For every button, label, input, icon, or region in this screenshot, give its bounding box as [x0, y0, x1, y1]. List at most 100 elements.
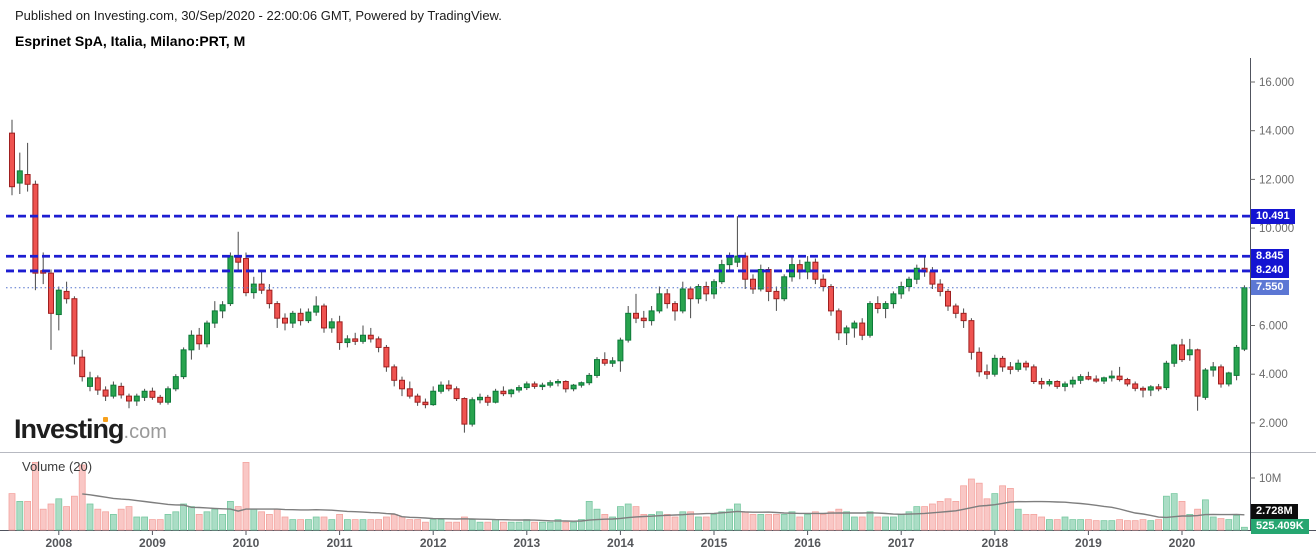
candle-down — [820, 278, 827, 288]
candle-up — [1069, 379, 1076, 385]
candle-down — [383, 346, 390, 368]
candle-down — [414, 395, 421, 403]
volume-bar — [133, 516, 141, 531]
price-axis-tick-label: 2.000 — [1259, 418, 1288, 430]
candle-up — [547, 382, 554, 386]
volume-bar — [304, 519, 312, 531]
volume-bar — [195, 514, 203, 531]
volume-bar — [273, 508, 281, 531]
candle-down — [406, 388, 413, 397]
volume-bar — [1100, 520, 1108, 531]
candle-up — [1077, 376, 1084, 381]
candle-up — [188, 334, 195, 351]
volume-bar — [1038, 516, 1045, 531]
volume-bar — [398, 516, 406, 531]
volume-bar — [757, 514, 765, 531]
candle-up — [804, 261, 811, 273]
volume-bar — [429, 519, 437, 531]
candle-down — [929, 271, 936, 285]
volume-bar — [328, 519, 336, 531]
year-axis-label: 2010 — [233, 536, 260, 550]
volume-bar — [1077, 519, 1084, 531]
price-level-label-8845: 8.845 — [1251, 248, 1289, 264]
volume-bar — [640, 514, 648, 531]
price-axis-tick-label: 4.000 — [1259, 369, 1288, 381]
price-level-label-8240: 8.240 — [1251, 263, 1289, 279]
year-axis-label: 2017 — [888, 536, 915, 550]
volume-bar — [1108, 520, 1116, 531]
volume-bar — [960, 485, 967, 531]
candle-down — [422, 401, 429, 406]
volume-bar — [609, 516, 616, 531]
price-level-label-10491: 10.491 — [1251, 208, 1295, 224]
candle-up — [1233, 346, 1240, 376]
candle-down — [1007, 366, 1014, 370]
candle-down — [24, 174, 31, 185]
volume-bar — [484, 521, 492, 531]
candle-up — [1186, 349, 1193, 356]
candle-down — [968, 320, 975, 353]
volume-bar — [234, 506, 242, 531]
candle-down — [157, 396, 164, 403]
candle-up — [781, 276, 788, 300]
candle-up — [1108, 375, 1115, 379]
volume-bar — [1014, 508, 1022, 531]
candle-down — [672, 303, 678, 312]
volume-bar — [289, 519, 297, 531]
volume-bar — [531, 521, 538, 531]
candle-down — [196, 334, 203, 345]
candle-up — [1101, 377, 1107, 382]
volume-bar — [632, 506, 640, 531]
volume-bar — [913, 506, 921, 531]
candle-down — [367, 334, 374, 340]
volume-bar — [890, 516, 897, 531]
volume-bar — [726, 508, 733, 531]
volume-bar — [55, 498, 63, 531]
price-axis-tick-label: 12.000 — [1259, 174, 1294, 186]
volume-bar — [656, 511, 663, 531]
volume-bar — [359, 519, 367, 531]
volume-bar — [468, 519, 476, 531]
volume-bar — [1030, 514, 1038, 531]
volume-bar — [944, 498, 952, 531]
candle-up — [1225, 372, 1232, 385]
candle-down — [391, 366, 398, 381]
volume-bar — [499, 521, 507, 531]
candle-up — [172, 376, 179, 390]
candle-up — [313, 305, 320, 313]
volume-bar — [476, 521, 484, 531]
candle-up — [898, 286, 905, 295]
volume-bar — [375, 519, 383, 531]
volume-bar — [460, 516, 468, 531]
volume-bar — [936, 500, 944, 531]
volume-bar — [32, 461, 39, 531]
volume-bar — [851, 516, 858, 531]
candle-down — [960, 312, 967, 322]
volume-bar — [1053, 519, 1061, 531]
volume-bar — [125, 506, 133, 531]
candle-down — [859, 322, 866, 336]
volume-ma-line — [82, 493, 1245, 522]
candle-down — [1124, 379, 1131, 385]
candle-up — [679, 288, 686, 312]
volume-bar — [1241, 526, 1248, 531]
candle-down — [945, 290, 951, 307]
volume-bar — [281, 516, 289, 531]
volume-bar — [414, 519, 422, 531]
investing-watermark: Investing.com — [14, 414, 167, 445]
volume-bar — [78, 464, 86, 531]
candle-down — [321, 305, 327, 329]
volume-bar — [999, 485, 1006, 531]
volume-bar — [765, 514, 772, 531]
volume-bar — [1022, 514, 1030, 531]
candle-down — [835, 310, 842, 334]
volume-bar — [343, 519, 351, 531]
candle-up — [1147, 386, 1154, 391]
volume-bar — [804, 514, 811, 531]
volume-bar — [1139, 519, 1147, 531]
volume-bar — [562, 521, 570, 531]
candle-down — [297, 312, 304, 322]
volume-bar — [905, 511, 913, 531]
volume-bar — [1233, 515, 1240, 531]
volume-bar — [687, 511, 694, 531]
